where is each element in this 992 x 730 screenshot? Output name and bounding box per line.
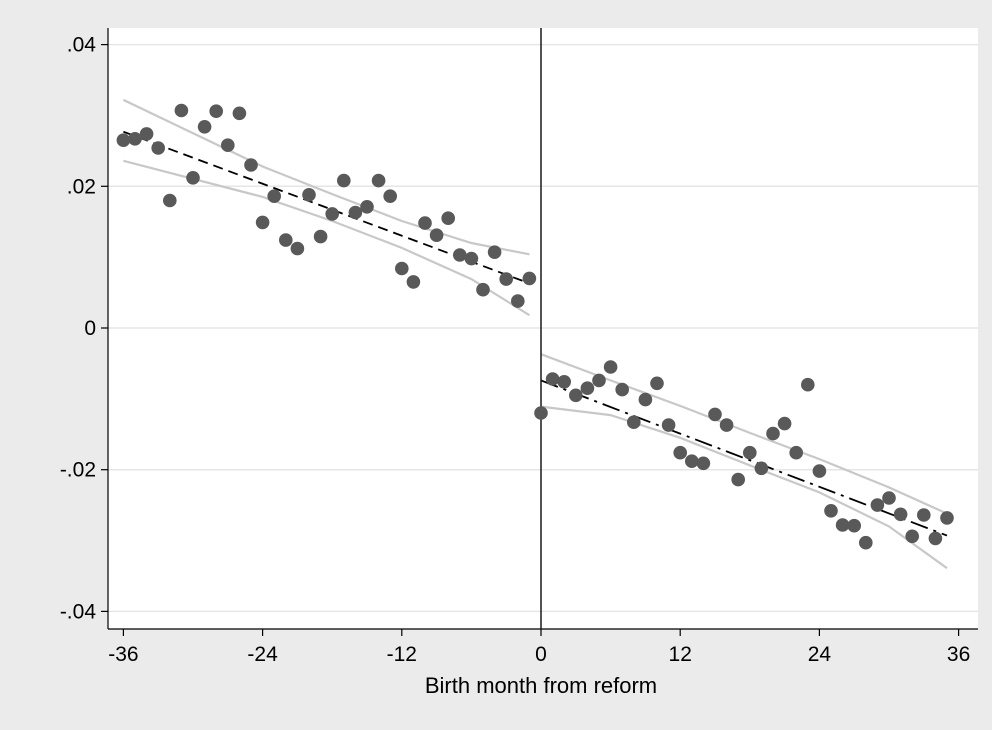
data-point xyxy=(824,504,838,518)
data-point xyxy=(847,518,861,533)
data-point xyxy=(893,507,908,522)
data-point xyxy=(406,275,421,289)
data-point xyxy=(186,171,200,185)
data-point xyxy=(313,229,328,244)
data-point xyxy=(696,456,711,471)
data-point xyxy=(801,377,815,392)
y-tick-label: .02 xyxy=(67,175,96,198)
data-point xyxy=(673,445,687,460)
data-point xyxy=(522,271,537,286)
x-tick-label: 24 xyxy=(808,643,832,666)
data-point xyxy=(197,120,212,134)
data-point xyxy=(464,251,479,266)
ci-lower-right xyxy=(540,405,948,570)
data-point xyxy=(685,454,699,469)
data-point xyxy=(511,294,525,308)
data-point xyxy=(487,245,502,259)
x-tick-label: 36 xyxy=(947,643,970,666)
data-point xyxy=(128,132,142,146)
data-point xyxy=(302,188,316,202)
data-point xyxy=(395,261,409,276)
data-point xyxy=(116,133,131,147)
y-tick-label: .04 xyxy=(67,34,97,57)
data-point xyxy=(348,205,363,220)
data-point xyxy=(279,233,293,247)
data-point xyxy=(209,104,223,118)
data-point xyxy=(244,158,258,172)
data-point xyxy=(255,215,270,230)
data-point xyxy=(743,445,757,460)
data-point xyxy=(766,426,780,441)
data-point xyxy=(940,511,954,525)
data-point xyxy=(453,248,467,262)
data-point xyxy=(557,375,571,389)
data-point xyxy=(383,189,398,203)
data-point xyxy=(592,373,606,388)
data-point xyxy=(534,406,548,420)
x-tick-label: -36 xyxy=(108,643,138,666)
data-point xyxy=(859,535,873,550)
data-point xyxy=(371,173,386,188)
x-tick-label: -12 xyxy=(387,643,417,666)
data-point xyxy=(267,189,282,203)
data-point xyxy=(545,372,560,386)
data-point xyxy=(290,241,305,256)
ci-upper-right xyxy=(540,353,948,515)
data-point xyxy=(661,418,676,432)
scatter-points xyxy=(116,103,954,550)
axes: .04 .02 0 -.02 -.04 -36 -24 -12 0 12 24 36 xyxy=(60,28,978,666)
grid-lines xyxy=(108,43,978,613)
fit-line-right xyxy=(540,379,948,537)
x-tick-label: 12 xyxy=(669,643,692,666)
data-point xyxy=(627,415,641,430)
data-point xyxy=(580,381,595,396)
data-point xyxy=(360,200,374,214)
x-tick-label: -24 xyxy=(247,643,278,666)
y-tick-label: 0 xyxy=(84,317,96,340)
data-point xyxy=(337,173,351,188)
data-point xyxy=(777,416,792,431)
data-point xyxy=(139,127,154,141)
y-tick-label: -.04 xyxy=(60,600,97,623)
data-point xyxy=(441,211,456,225)
data-point xyxy=(603,360,618,374)
data-point xyxy=(650,376,664,391)
data-point xyxy=(812,464,827,478)
y-tick-label: -.02 xyxy=(60,459,96,482)
data-point xyxy=(870,498,885,512)
data-point xyxy=(429,228,444,242)
data-point xyxy=(418,216,432,230)
data-point xyxy=(163,193,177,208)
data-point xyxy=(476,282,490,297)
data-point xyxy=(789,445,803,460)
data-point xyxy=(731,472,745,487)
data-point xyxy=(615,382,629,397)
data-point xyxy=(905,529,919,544)
data-point xyxy=(882,491,896,505)
data-point xyxy=(174,103,189,118)
data-point xyxy=(835,518,850,532)
data-point xyxy=(917,508,931,522)
data-point xyxy=(499,272,513,286)
data-point xyxy=(719,418,734,432)
data-point xyxy=(232,106,247,121)
data-point xyxy=(638,392,653,407)
data-point xyxy=(928,531,943,546)
data-point xyxy=(708,407,722,422)
x-axis-title: Birth month from reform xyxy=(425,673,657,698)
data-point xyxy=(221,138,235,152)
data-point xyxy=(151,141,165,155)
data-point xyxy=(569,388,583,403)
data-point xyxy=(754,461,769,476)
x-tick-label: 0 xyxy=(535,643,547,666)
data-point xyxy=(325,207,340,221)
